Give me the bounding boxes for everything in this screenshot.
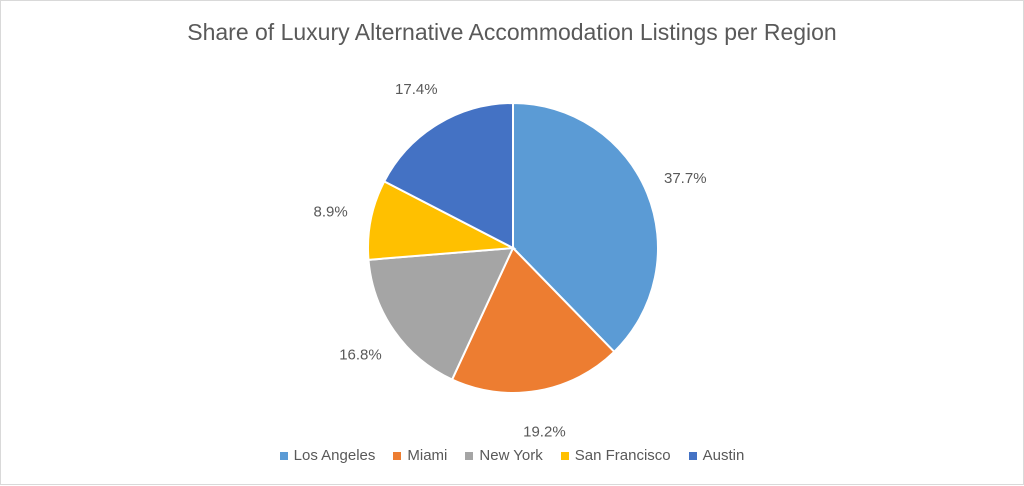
legend-item-miami: Miami bbox=[393, 447, 447, 464]
pie-slice-los-angeles bbox=[512, 101, 659, 354]
legend-swatch bbox=[688, 451, 697, 460]
pie-slice-san-francisco bbox=[367, 180, 517, 261]
legend-swatch bbox=[279, 451, 288, 460]
chart-legend: Los Angeles Miami New York San Francisco Aus… bbox=[1, 447, 1023, 464]
legend-swatch bbox=[465, 451, 474, 460]
data-label-new-york: 16.8% bbox=[339, 346, 382, 363]
chart-title: Share of Luxury Alternative Accommodatio… bbox=[187, 19, 837, 45]
legend-swatch bbox=[393, 451, 402, 460]
pie-slice-new-york bbox=[367, 246, 515, 381]
legend-label: Austin bbox=[702, 447, 745, 464]
legend-label: Miami bbox=[407, 447, 448, 464]
legend-item-san-francisco: San Francisco bbox=[560, 447, 671, 464]
legend-label: San Francisco bbox=[574, 447, 671, 464]
pie-data-labels: 37.7% 19.2% 16.8% 8.9% 17.4% bbox=[314, 81, 707, 440]
pie-slice-miami bbox=[450, 246, 616, 394]
data-label-los-angeles: 37.7% bbox=[664, 170, 707, 187]
legend-item-los-angeles: Los Angeles bbox=[279, 447, 376, 464]
legend-swatch bbox=[560, 451, 569, 460]
legend-item-austin: Austin bbox=[688, 447, 745, 464]
pie-slices bbox=[367, 101, 659, 394]
data-label-san-francisco: 8.9% bbox=[314, 203, 348, 220]
data-label-miami: 19.2% bbox=[523, 423, 566, 440]
data-label-austin: 17.4% bbox=[395, 81, 438, 98]
legend-label: Los Angeles bbox=[293, 447, 376, 464]
legend-label: New York bbox=[479, 447, 543, 464]
legend-item-new-york: New York bbox=[465, 447, 543, 464]
pie-slice-austin bbox=[382, 101, 514, 250]
